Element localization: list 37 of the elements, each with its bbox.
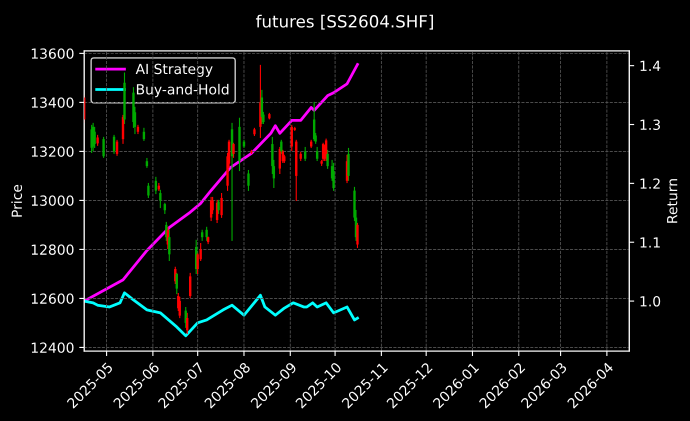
- y2-tick-label: 1.3: [640, 119, 660, 130]
- candlestick: [205, 226, 208, 241]
- y2-tick-label: 1.4: [640, 60, 660, 71]
- y-tick-label: 13200: [32, 146, 74, 157]
- y2-tick-label: 1.0: [640, 296, 660, 307]
- candlestick: [142, 128, 146, 141]
- candlestick: [312, 102, 316, 141]
- candlestick: [316, 146, 318, 162]
- candlestick: [290, 124, 293, 151]
- candlestick: [189, 272, 192, 298]
- candlestick: [304, 146, 306, 162]
- y-tick-label: 12800: [32, 244, 74, 255]
- candlestick: [220, 193, 223, 218]
- y-tick-label: 13600: [32, 48, 74, 59]
- candlestick: [186, 312, 188, 334]
- line-series: [84, 291, 359, 338]
- candlestick: [102, 136, 105, 158]
- candlestick: [147, 182, 150, 198]
- y-axis-title: Price: [11, 184, 22, 217]
- line-series: [84, 63, 359, 302]
- candlestick: [164, 202, 166, 214]
- legend-label: Buy-and-Hold: [136, 84, 228, 98]
- candlestick: [200, 230, 204, 241]
- y-tick-label: 12600: [32, 293, 74, 304]
- y-tick-label: 12400: [32, 342, 74, 353]
- y-tick-label: 13400: [32, 97, 74, 108]
- y2-tick-label: 1.1: [640, 237, 660, 248]
- chart-title: futures [SS2604.SHF]: [256, 14, 433, 30]
- candlestick: [154, 176, 158, 194]
- y2-tick-label: 1.2: [640, 178, 660, 189]
- candlestick: [96, 134, 99, 146]
- candlestick: [159, 190, 162, 208]
- candlestick: [324, 138, 328, 162]
- legend-label: AI Strategy: [136, 64, 213, 77]
- y2-axis-title: Return: [667, 179, 678, 223]
- candlestick: [260, 90, 264, 124]
- y-tick-label: 13000: [32, 195, 74, 206]
